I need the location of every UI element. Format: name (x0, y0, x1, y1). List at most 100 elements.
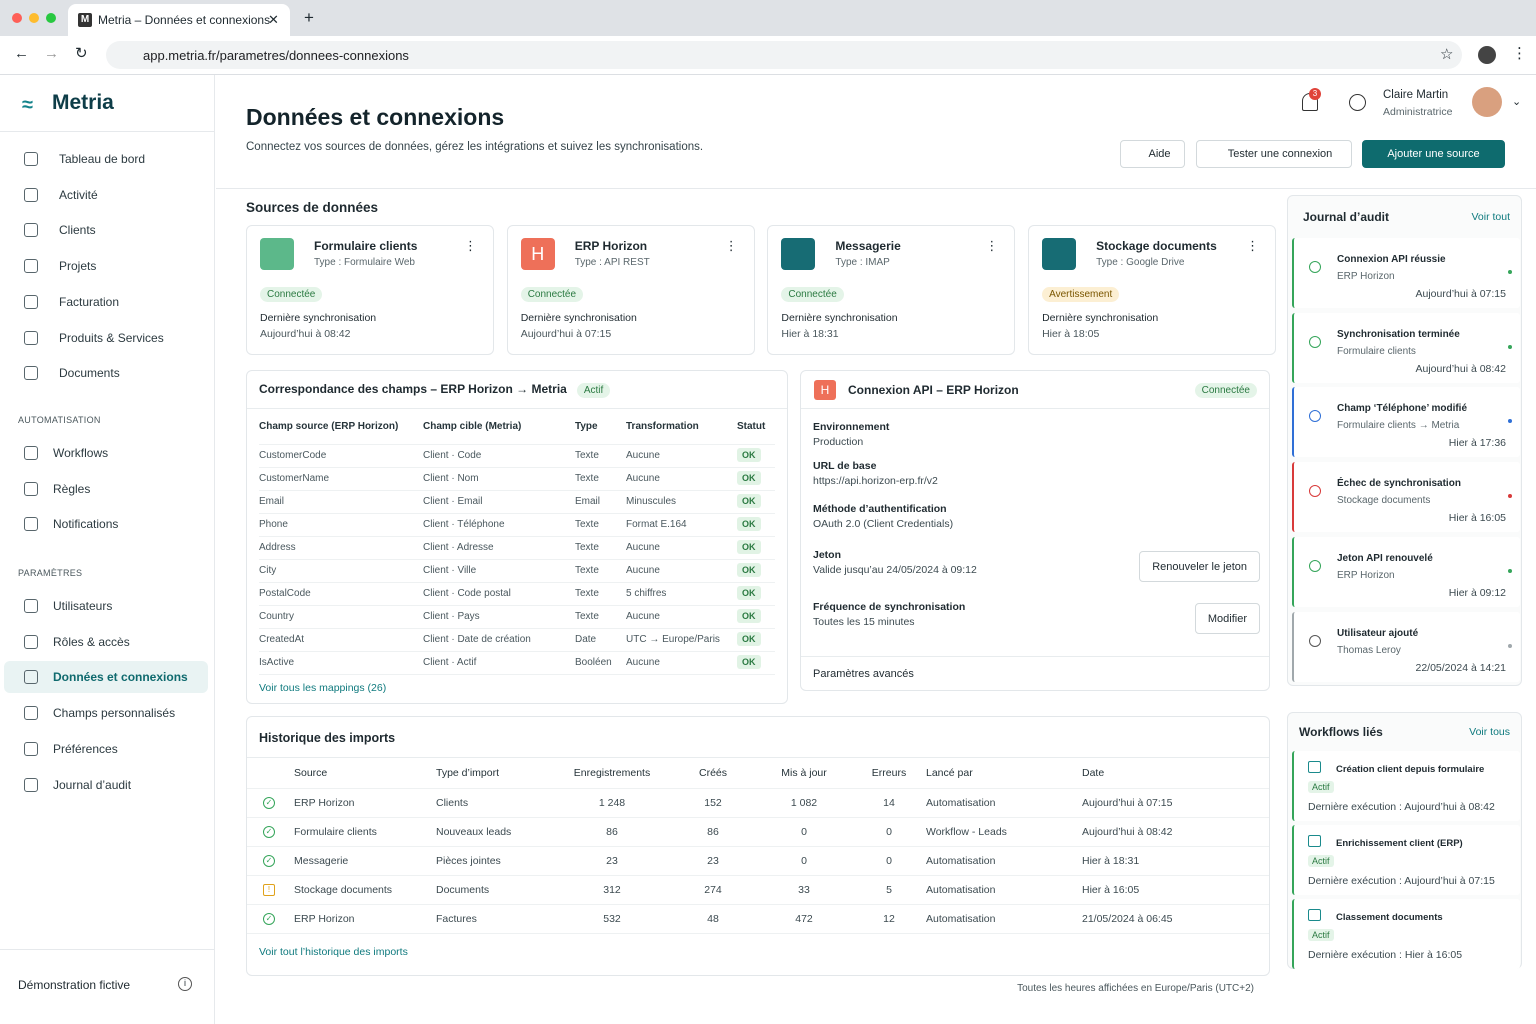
workflow-status: Actif (1308, 855, 1334, 867)
billing-icon[interactable] (1349, 94, 1366, 111)
import-cell: 21/05/2024 à 06:45 (1082, 904, 1269, 934)
help-button[interactable]: Aide (1120, 140, 1185, 168)
workflow-last-run: Dernière exécution : Aujourd’hui à 08:42 (1308, 801, 1495, 813)
mapping-cell: Aucune (626, 559, 737, 583)
nav-item[interactable]: Règles (4, 473, 208, 505)
new-tab[interactable]: + (304, 8, 314, 27)
nav-item[interactable]: Projets (4, 250, 208, 282)
nav-item[interactable]: Facturation (4, 286, 208, 318)
status-pill: Avertissement (1042, 287, 1120, 302)
import-cell: Documents (436, 875, 554, 905)
workflow-item[interactable]: Création client depuis formulaire Actif De… (1292, 751, 1520, 821)
nav-label: Workflows (53, 446, 109, 460)
field-button[interactable]: Renouveler le jeton (1139, 551, 1260, 582)
avatar[interactable] (1472, 87, 1502, 117)
source-card[interactable]: Stockage documents Type : Google Drive ⋮ Av… (1028, 225, 1277, 355)
nav-icon (24, 366, 38, 381)
audit-title: Champ ‘Téléphone’ modifié (1337, 403, 1468, 415)
nav-label: Facturation (59, 294, 120, 309)
nav-item[interactable]: Notifications (4, 508, 208, 540)
advanced-toggle[interactable]: Paramètres avancés (813, 668, 914, 680)
status-pill: Connectée (260, 287, 323, 302)
reload[interactable]: ↻ (75, 45, 88, 62)
nav-item[interactable]: Produits & Services (4, 322, 208, 354)
nav-item[interactable]: Clients (4, 214, 208, 246)
workflow-item[interactable]: Enrichissement client (ERP) Actif Dernière… (1292, 825, 1520, 895)
forward[interactable]: → (44, 45, 59, 62)
audit-item: Synchronisation terminée Formulaire clien… (1292, 312, 1520, 383)
workflow-name: Création client depuis formulaire (1336, 764, 1485, 775)
nav-item[interactable]: Utilisateurs (4, 590, 208, 622)
menu[interactable]: ⋮ (1512, 45, 1527, 62)
profile[interactable] (1478, 46, 1496, 64)
field-label: Méthode d’authentification (813, 503, 947, 515)
user-menu[interactable]: ⌄ (1512, 96, 1522, 108)
url-field[interactable]: app.metria.fr/parametres/donnees-connexi… (106, 41, 1462, 69)
nav-label: Projets (59, 259, 97, 274)
audit-title: Connexion API réussie (1337, 254, 1446, 265)
field-value: OAuth 2.0 (Client Credentials) (813, 518, 954, 530)
import-cell: 12 (852, 904, 926, 934)
nav-item[interactable]: Journal d’audit (4, 769, 208, 801)
mapping-cell: OK (737, 582, 775, 606)
audit-icon (1309, 261, 1321, 273)
nav-label: Activité (59, 187, 98, 202)
mapping-row: Country Client · Pays Texte Aucune OK (259, 605, 775, 629)
nav-icon (24, 446, 38, 460)
import-row: ! Stockage documents Documents 312 274 33 5 Aut… (247, 875, 1269, 905)
nav-item[interactable]: Activité (4, 179, 208, 211)
mapping-row: PostalCode Client · Code postal Texte 5 chi… (259, 582, 775, 606)
audit-item: Connexion API réussie ERP Horizon Aujourd’… (1292, 238, 1520, 308)
mapping-cell: Minuscules (626, 490, 737, 514)
back[interactable]: ← (14, 45, 29, 62)
nav-label: Clients (59, 223, 96, 238)
audit-link[interactable]: Voir tout (1471, 211, 1510, 223)
nav-item[interactable]: Tableau de bord (4, 143, 208, 175)
mapping-cell: Booléen (575, 651, 626, 675)
nav-item[interactable]: Champs personnalisés (4, 697, 208, 729)
workflow-item[interactable]: Classement documents Actif Dernière exécut… (1292, 899, 1520, 969)
mapping-badge: Actif (576, 383, 611, 398)
nav-item[interactable]: Données et connexions (4, 661, 208, 694)
workflow-name: Classement documents (1336, 912, 1443, 923)
add-button[interactable]: Ajouter une source (1362, 140, 1505, 168)
kebab[interactable]: ⋮ (985, 238, 999, 253)
close-dot[interactable] (12, 13, 22, 23)
kebab[interactable]: ⋮ (464, 238, 477, 253)
header-row: Source Type d’import Enregistrements Créés M… (247, 758, 1269, 789)
kebab[interactable]: ⋮ (724, 238, 738, 253)
mapping-link[interactable]: Voir tous les mappings (26) (259, 682, 387, 694)
nav-item[interactable]: Workflows (4, 437, 208, 469)
notification-bell[interactable]: 3 (1302, 88, 1321, 111)
bookmark[interactable]: ☆ (1440, 46, 1454, 63)
mapping-cell: Date (575, 628, 626, 652)
status-badge: OK (737, 655, 761, 669)
import-cell: 472 (756, 904, 852, 934)
nav-item[interactable]: Documents (4, 357, 208, 389)
divider (801, 656, 1269, 657)
imports-link[interactable]: Voir tout l’historique des imports (259, 946, 408, 958)
mapping-cell: Client · Actif (423, 651, 575, 675)
source-card[interactable]: H ERP Horizon Type : API REST ⋮ Connectée Der… (506, 225, 755, 355)
nav-item[interactable]: Préférences (4, 733, 208, 765)
info-icon[interactable]: i (178, 977, 192, 991)
page-subtitle: Connectez vos sources de données, gérez … (246, 141, 704, 153)
source-card[interactable]: Messagerie Type : IMAP ⋮ Connectée Dernière … (767, 225, 1016, 355)
workflow-icon (1308, 835, 1321, 847)
import-cell: 532 (554, 904, 670, 934)
audit-dot (1508, 419, 1512, 424)
column-header: Source (294, 758, 436, 789)
source-icon: H (520, 238, 555, 270)
field-button[interactable]: Modifier (1194, 603, 1260, 634)
column-header: Mis à jour (756, 758, 852, 789)
source-card[interactable]: Formulaire clients Type : Formulaire Web ⋮… (246, 225, 494, 355)
tab-close[interactable]: ✕ (268, 12, 279, 27)
workflows-link[interactable]: Voir tous (1469, 726, 1510, 738)
minimize-dot[interactable] (29, 13, 39, 23)
nav-item[interactable]: Rôles & accès (4, 626, 208, 658)
import-cell: 86 (554, 817, 670, 847)
browser-tab[interactable]: M Metria – Données et connexions ✕ (68, 4, 290, 36)
zoom-dot[interactable] (46, 13, 56, 23)
test-button[interactable]: Tester une connexion (1196, 140, 1352, 168)
kebab[interactable]: ⋮ (1246, 238, 1260, 253)
